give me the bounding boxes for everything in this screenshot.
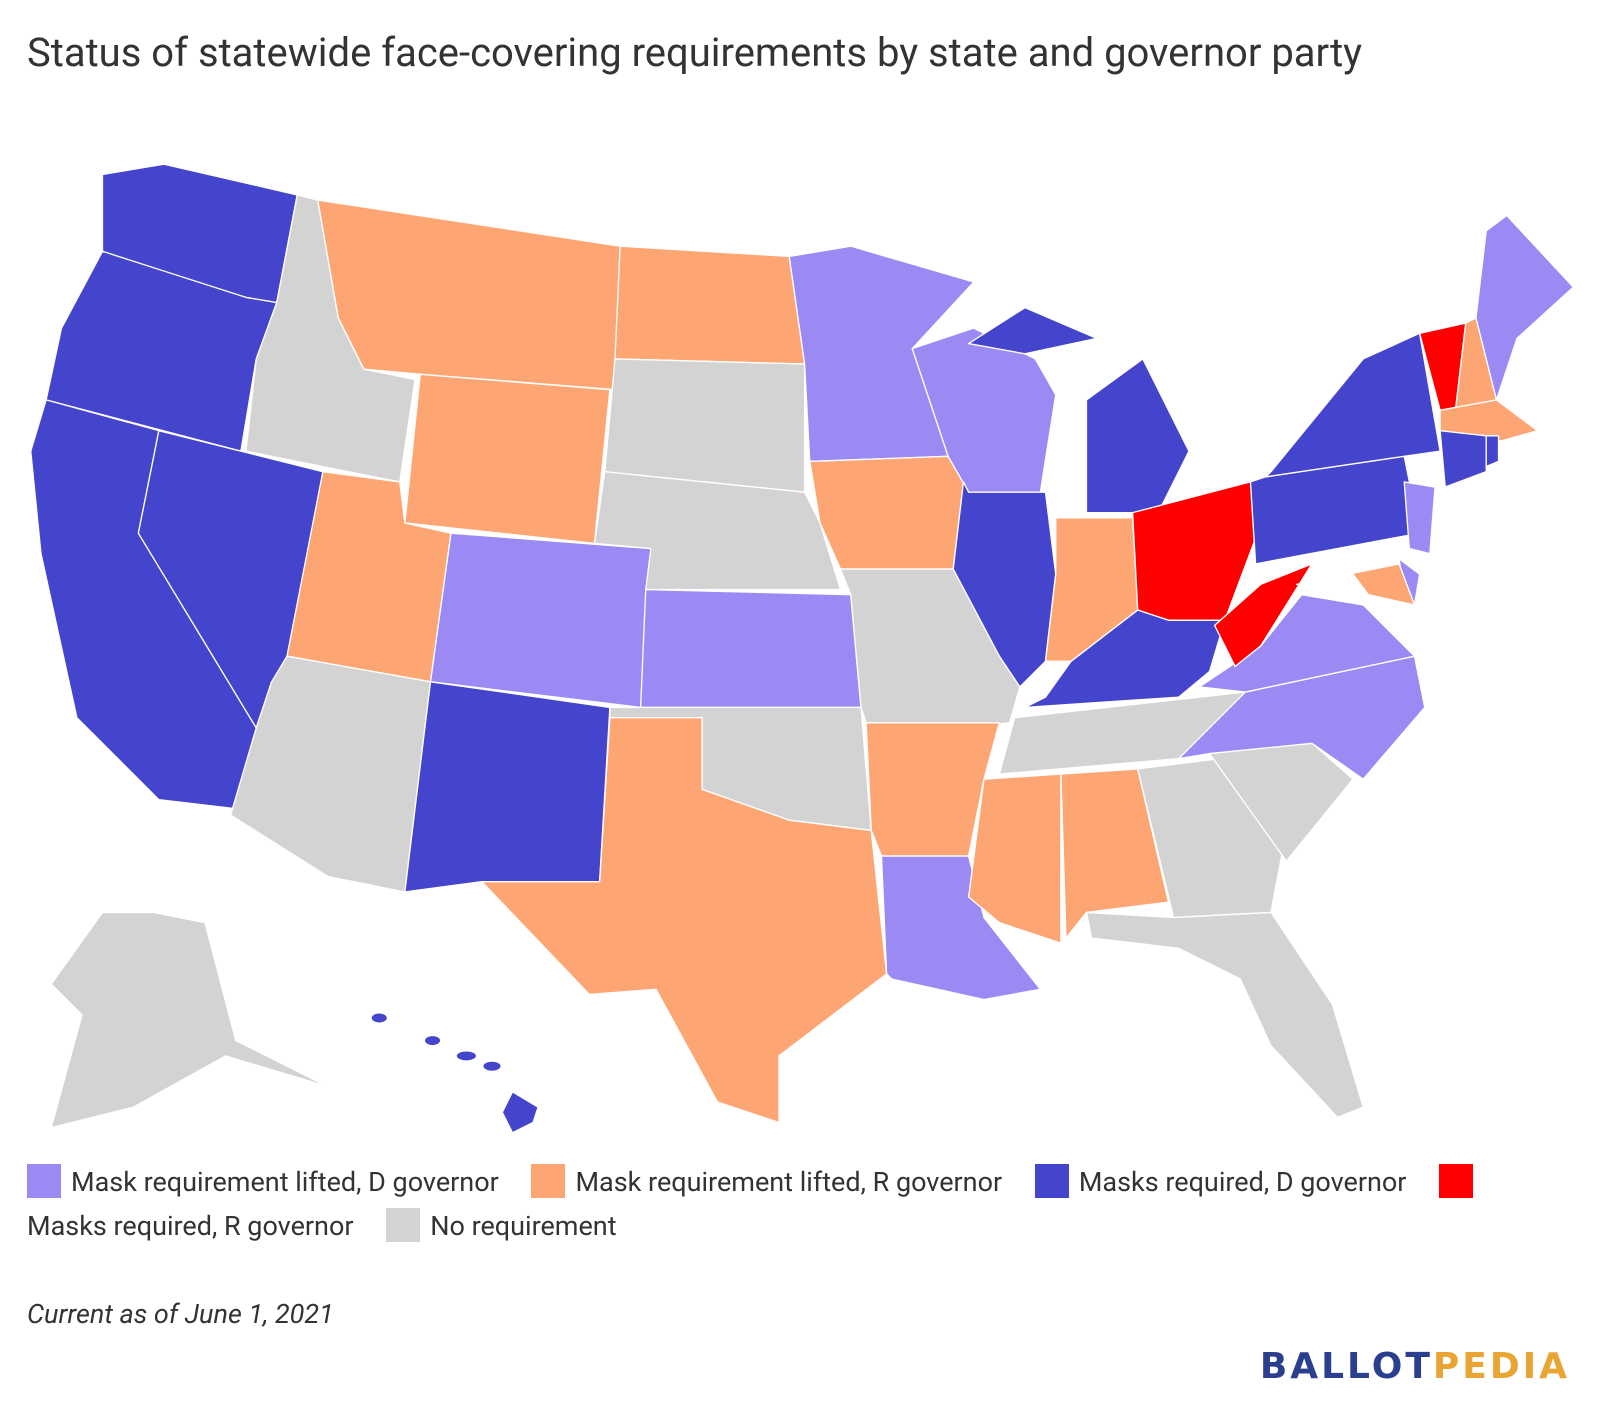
state	[1060, 768, 1170, 939]
title: Status of statewide face-covering requir…	[27, 29, 1363, 76]
state	[1265, 332, 1441, 478]
state	[50, 911, 329, 1129]
state	[1475, 214, 1575, 401]
legend-label: Masks required, R governor	[27, 1210, 354, 1242]
legend-swatch	[1439, 1164, 1474, 1198]
state	[423, 1034, 442, 1047]
logo-first: BALLOT	[1259, 1346, 1433, 1387]
legend-swatch	[531, 1164, 566, 1198]
state	[809, 455, 965, 570]
state	[317, 199, 621, 391]
state	[429, 532, 652, 709]
state	[880, 855, 1042, 1001]
state	[604, 358, 806, 493]
state	[639, 588, 862, 709]
state	[455, 1050, 478, 1062]
legend-item: Masks required, D governor	[1034, 1164, 1407, 1198]
logo: BALLOTPEDIA	[1260, 1346, 1570, 1387]
state	[1213, 563, 1313, 668]
state	[1403, 481, 1436, 555]
state	[593, 470, 842, 591]
legend-item: Mask requirement lifted, R governor	[531, 1164, 1003, 1198]
state	[370, 1012, 389, 1024]
state	[1439, 430, 1487, 488]
legend-swatch	[1034, 1164, 1069, 1198]
legend-swatch	[27, 1164, 61, 1198]
state	[1295, 563, 1416, 606]
state	[45, 250, 278, 452]
note: Current as of June 1, 2021	[27, 1298, 334, 1330]
state	[614, 245, 806, 365]
state	[952, 481, 1057, 688]
state	[481, 716, 888, 1124]
state	[1085, 911, 1364, 1119]
state	[404, 373, 611, 545]
state	[1085, 358, 1190, 514]
state	[1439, 399, 1539, 442]
logo-second: PEDIA	[1432, 1346, 1570, 1387]
legend-label: Mask requirement lifted, R governor	[575, 1166, 1003, 1198]
legend-item: Mask requirement lifted, D governor	[27, 1164, 499, 1198]
state	[967, 307, 1098, 355]
legend-label: Masks required, D governor	[1078, 1166, 1407, 1198]
legend: Mask requirement lifted, D governor Mask…	[27, 1160, 1487, 1248]
state	[404, 681, 611, 893]
state	[501, 1091, 539, 1134]
legend-item: Masks required, R governor	[27, 1164, 1483, 1242]
state	[967, 773, 1062, 944]
legend-label: No requirement	[430, 1210, 617, 1242]
legend-swatch	[386, 1208, 421, 1242]
legend-label: Mask requirement lifted, D governor	[71, 1166, 499, 1198]
state	[482, 1060, 502, 1072]
legend-item: No requirement	[386, 1208, 617, 1242]
state	[1485, 435, 1500, 468]
